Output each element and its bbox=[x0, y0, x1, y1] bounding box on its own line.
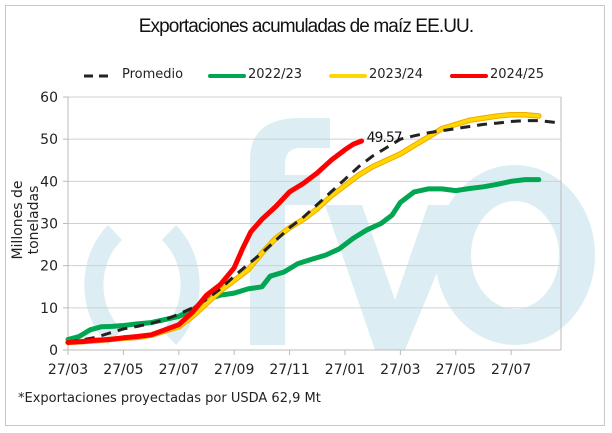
legend-label: 2022/23 bbox=[248, 67, 303, 82]
chart-title: Exportaciones acumuladas de maíz EE.UU. bbox=[138, 16, 474, 37]
y-tick-label: 10 bbox=[40, 301, 58, 317]
legend-swatch-2024-25 bbox=[450, 74, 488, 78]
chart-frame bbox=[5, 5, 605, 426]
x-tick-label: 27/01 bbox=[325, 362, 365, 378]
legend-label: Promedio bbox=[122, 67, 184, 82]
legend-label: 2023/24 bbox=[369, 67, 424, 82]
series-line-2024-25 bbox=[65, 138, 365, 345]
y-tick-label: 0 bbox=[49, 343, 58, 359]
y-tick-label: 30 bbox=[40, 217, 58, 233]
watermark-logo bbox=[84, 118, 595, 350]
x-tick-label: 27/11 bbox=[269, 362, 309, 378]
y-tick-label: 20 bbox=[40, 259, 58, 275]
legend-swatch-2022-23 bbox=[208, 74, 246, 78]
x-tick-label: 27/05 bbox=[436, 362, 476, 378]
x-tick-label: 27/03 bbox=[380, 362, 420, 378]
x-tick-label: 27/09 bbox=[214, 362, 254, 378]
footnote: *Exportaciones proyectadas por USDA 62,9… bbox=[18, 391, 321, 406]
legend-swatch-promedio bbox=[84, 74, 114, 78]
x-tick-label: 27/05 bbox=[103, 362, 143, 378]
legend-swatch-2023-24 bbox=[329, 74, 367, 78]
annotation-label: 49.57 bbox=[367, 130, 402, 146]
series-line-2022-23 bbox=[65, 177, 542, 342]
y-tick-label: 40 bbox=[40, 174, 58, 190]
x-tick-label: 27/07 bbox=[159, 362, 199, 378]
legend-label: 2024/25 bbox=[490, 67, 545, 82]
y-tick-label: 50 bbox=[40, 132, 58, 148]
x-tick-label: 27/07 bbox=[491, 362, 531, 378]
x-tick-label: 27/03 bbox=[48, 362, 88, 378]
y-tick-label: 60 bbox=[40, 90, 58, 106]
